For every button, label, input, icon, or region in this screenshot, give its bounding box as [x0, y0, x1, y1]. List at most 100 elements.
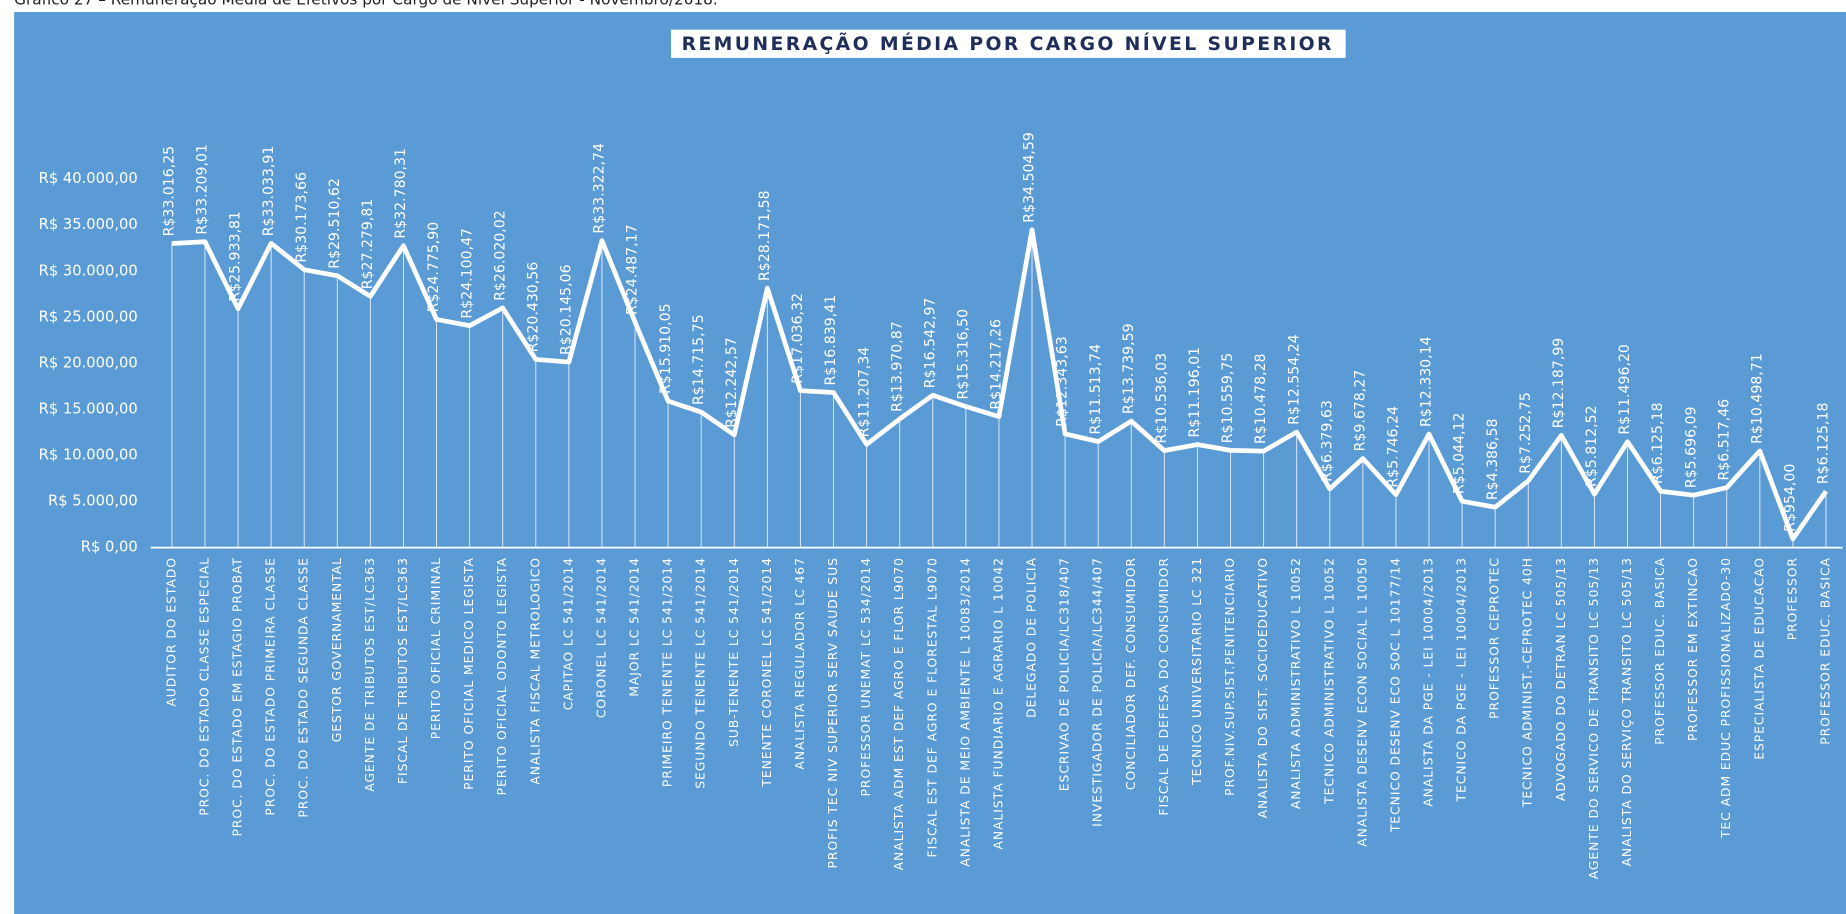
- line-series: [171, 227, 1828, 542]
- x-tick-label: PROFESSOR UNEMAT LC 534/2014: [859, 557, 873, 796]
- x-tick-label: CONCILIADOR DEF. CONSUMIDOR: [1124, 557, 1138, 790]
- value-label: R$15.910,05: [658, 303, 674, 394]
- x-tick-label: PERITO OFICIAL MEDICO LEGISTA: [462, 557, 476, 790]
- value-label: R$10.536,03: [1154, 353, 1170, 444]
- value-label: R$16.542,97: [922, 298, 938, 389]
- value-label: R$24.100,47: [459, 228, 475, 319]
- x-tick-label: TENENTE CORONEL LC 541/2014: [760, 557, 774, 788]
- value-label: R$13.970,87: [889, 321, 905, 412]
- value-label: R$20.145,06: [559, 264, 575, 355]
- x-tick-label: CAPITAO LC 541/2014: [561, 557, 575, 710]
- x-tick-label: FISCAL EST DEF AGRO E FLORESTAL L9070: [925, 557, 939, 857]
- value-label: R$6.125,18: [1650, 403, 1666, 485]
- x-tick-label: ANALISTA DA PGE - LEI 10004/2013: [1422, 557, 1436, 807]
- x-tick-label: SEGUNDO TENENTE LC 541/2014: [694, 557, 708, 789]
- y-tick-label: R$ 40.000,00: [39, 170, 138, 187]
- value-label: R$11.196,01: [1187, 347, 1203, 438]
- x-tick-label: ANALISTA FISCAL METROLOGICO: [528, 557, 542, 785]
- value-label: R$12.330,14: [1419, 336, 1435, 427]
- x-tick-label: PRIMEIRO TENENTE LC 541/2014: [661, 557, 675, 787]
- title-box: [671, 29, 1346, 58]
- x-tick-label: INVESTIGADOR DE POLICIA/LC344/407: [1091, 557, 1105, 827]
- value-label: R$34.504,59: [1022, 132, 1038, 223]
- value-label: R$28.171,58: [757, 190, 773, 281]
- x-tick-label: TECNICO DESENV ECO SOC L 10177/14: [1388, 557, 1402, 833]
- x-tick-label: TECNICO DA PGE - LEI 10004/2013: [1455, 557, 1469, 802]
- x-tick-label: ADVOGADO DO DETRAN LC 505/13: [1554, 557, 1568, 801]
- value-label: R$32.780,31: [393, 148, 409, 239]
- value-label: R$33.033,91: [261, 146, 277, 237]
- x-tick-label: PROC. DO ESTADO PRIMEIRA CLASSE: [264, 557, 278, 816]
- x-tick-label: ANALISTA DO SERVIÇO TRANSITO LC 505/13: [1620, 557, 1634, 866]
- y-tick-label: R$ 10.000,00: [39, 447, 138, 464]
- x-tick-label: ESCRIVAO DE POLICIA/LC318/407: [1058, 557, 1072, 791]
- value-label: R$33.016,25: [162, 146, 178, 237]
- x-tick-label: ANALISTA DO SIST. SOCIOEDUCATIVO: [1256, 557, 1270, 818]
- x-tick-label: ANALISTA REGULADOR LC 467: [793, 557, 807, 770]
- x-tick-label: FISCAL DE TRIBUTOS EST/LC363: [396, 557, 410, 784]
- y-tick-label: R$ 0,00: [81, 539, 138, 556]
- value-label: R$9.678,27: [1352, 370, 1368, 452]
- value-label: R$6.517,46: [1716, 399, 1732, 481]
- value-label: R$6.125,18: [1816, 403, 1832, 485]
- value-label: R$5.746,24: [1386, 406, 1402, 488]
- value-label: R$27.279,81: [360, 199, 376, 290]
- x-tick-label: PROC. DO ESTADO EM ESTAGIO PROBAT: [231, 557, 245, 836]
- x-tick-label: TECNICO ADMINIST.-CEPROTEC 40H: [1521, 557, 1535, 808]
- value-label: R$16.839,41: [823, 295, 839, 386]
- value-label: R$7.252,75: [1518, 392, 1534, 474]
- value-label: R$5.696,09: [1683, 406, 1699, 488]
- y-tick-label: R$ 25.000,00: [39, 308, 138, 325]
- value-label: R$10.559,75: [1220, 353, 1236, 444]
- x-tick-label: TEC ADM EDUC PROFISSIONALIZADO-30: [1719, 557, 1733, 839]
- x-tick-label: SUB-TENENTE LC 541/2014: [727, 557, 741, 747]
- value-label: R$11.496,20: [1617, 344, 1633, 435]
- y-tick-label: R$ 30.000,00: [39, 262, 138, 279]
- x-tick-label: ANALISTA FUNDIARIO E AGRARIO L 10042: [991, 557, 1005, 849]
- value-label: R$5.812,52: [1584, 405, 1600, 487]
- x-tick-label: ANALISTA ADM EST DEF AGRO E FLOR L9070: [892, 557, 906, 870]
- value-label: R$10.498,71: [1749, 353, 1765, 444]
- value-label: R$4.386,58: [1485, 419, 1501, 501]
- y-tick-label: R$ 5.000,00: [48, 493, 138, 510]
- y-tick-label: R$ 15.000,00: [39, 400, 138, 417]
- x-tick-label: AGENTE DE TRIBUTOS EST/LC363: [363, 557, 377, 792]
- x-tick-label: CORONEL LC 541/2014: [594, 557, 608, 718]
- x-tick-label: PROFESSOR EDUC. BASICA: [1653, 557, 1667, 745]
- chart-title: REMUNERAÇÃO MÉDIA POR CARGO NÍVEL SUPERI…: [682, 31, 1334, 55]
- value-label: R$11.207,34: [856, 347, 872, 438]
- value-label: R$29.510,62: [327, 178, 343, 269]
- x-tick-label: AGENTE DO SERVICO DE TRANSITO LC 505/13: [1587, 557, 1601, 879]
- x-tick-label: PROC. DO ESTADO CLASSE ESPECIAL: [197, 557, 211, 816]
- value-label: R$14.715,75: [691, 314, 707, 405]
- x-tick-label: PROFESSOR: [1785, 557, 1799, 640]
- value-label: R$12.343,63: [1055, 336, 1071, 427]
- value-label: R$33.209,01: [195, 144, 211, 235]
- value-label: R$13.739,59: [1121, 323, 1137, 414]
- value-label: R$12.242,57: [724, 337, 740, 428]
- value-label: R$10.478,28: [1253, 353, 1269, 444]
- x-tick-label: GESTOR GOVERNAMENTAL: [330, 557, 344, 742]
- y-tick-label: R$ 20.000,00: [39, 354, 138, 371]
- x-tick-label: PROFESSOR CEPROTEC: [1488, 557, 1502, 719]
- value-label: R$24.775,90: [426, 222, 442, 313]
- value-label: R$26.020,02: [492, 210, 508, 301]
- x-tick-label: ANALISTA DE MEIO AMBIENTE L 10083/2014: [958, 557, 972, 867]
- caption: Gráfico 27 – Remuneração Média de Efetiv…: [14, 0, 718, 9]
- value-label: R$14.217,26: [989, 319, 1005, 410]
- value-label: R$6.379,63: [1319, 400, 1335, 482]
- x-tick-label: FISCAL DE DEFESA DO CONSUMIDOR: [1157, 557, 1171, 816]
- value-label: R$11.513,74: [1088, 344, 1104, 435]
- y-tick-label: R$ 35.000,00: [39, 216, 138, 233]
- value-label: R$33.322,74: [592, 143, 608, 234]
- value-label: R$5.044,12: [1452, 412, 1468, 494]
- value-label: R$954,00: [1783, 464, 1799, 532]
- value-label: R$24.487,17: [625, 224, 641, 315]
- x-tick-label: TECNICO UNIVERSITARIO LC 321: [1190, 557, 1204, 786]
- x-tick-label: ESPECIALISTA DE EDUCACAO: [1752, 557, 1766, 760]
- x-tick-label: PROFESSOR EM EXTINCAO: [1686, 557, 1700, 741]
- value-label: R$17.036,32: [790, 293, 806, 384]
- x-tick-label: ANALISTA ADMINISTRATIVO L 10052: [1289, 557, 1303, 809]
- x-tick-label: MAJOR LC 541/2014: [628, 557, 642, 697]
- value-label: R$12.187,99: [1551, 338, 1567, 429]
